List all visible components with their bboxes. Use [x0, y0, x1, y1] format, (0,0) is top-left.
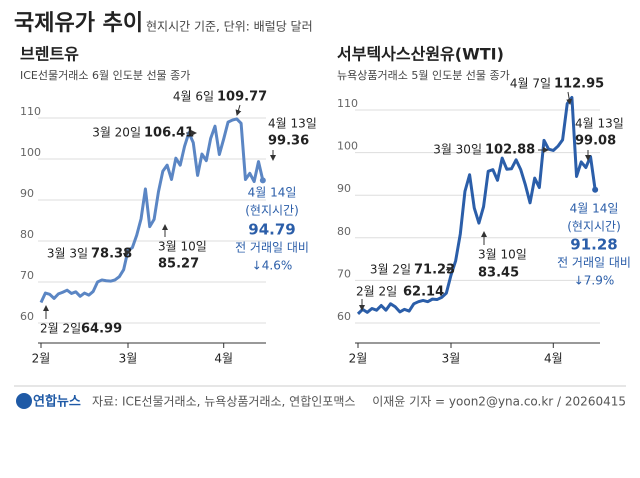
- logo-icon: [16, 393, 32, 409]
- annotation-value: 91.28: [570, 236, 617, 254]
- annotation-value: 106.41: [144, 126, 194, 141]
- y-tick-label: 90: [337, 182, 351, 195]
- annotation-date: 4월 13일: [575, 117, 624, 131]
- x-tick-label: 2월: [349, 352, 368, 366]
- annotation-value: 102.88: [485, 143, 535, 158]
- panel-title: 서부텍사스산원유(WTI): [337, 45, 504, 64]
- annotation-arrow: [122, 250, 131, 256]
- x-tick-label: 4월: [214, 352, 233, 366]
- price-line: [39, 117, 265, 304]
- annotation-date: 3월 10일: [478, 248, 527, 262]
- x-tick-label: 4월: [544, 352, 563, 366]
- panel-title: 브렌트유: [20, 45, 79, 64]
- annotation-value: 83.45: [478, 266, 519, 281]
- annotation-note: (현지시간): [567, 220, 621, 234]
- annotation-date: 2월 2일: [356, 285, 397, 299]
- annotation-date: 3월 2일: [370, 263, 411, 277]
- title: 국제유가 추이: [14, 11, 143, 36]
- annotation-value: 112.95: [554, 77, 604, 92]
- annotation-date: 2월 2일: [40, 322, 81, 336]
- annotation-value: 99.08: [575, 134, 616, 149]
- annotation-change: ↓7.9%: [574, 274, 615, 288]
- y-tick-label: 80: [337, 225, 351, 238]
- annotation-change-label: 전 거래일 대비: [557, 256, 631, 270]
- panel-subtitle: ICE선물거래소 6월 인도분 선물 종가: [20, 69, 190, 82]
- annotation-value: 78.38: [91, 247, 132, 262]
- y-tick-label: 90: [20, 187, 34, 200]
- annotation-change-label: 전 거래일 대비: [235, 241, 309, 255]
- annotation-date: 4월 13일: [268, 117, 317, 131]
- y-tick-label: 100: [337, 140, 358, 153]
- source: 자료: ICE선물거래소, 뉴욕상품거래소, 연합인포맥스: [92, 395, 355, 409]
- annotation-date: 4월 14일: [248, 186, 297, 200]
- price-line: [356, 95, 597, 315]
- annotation-date: 4월 14일: [570, 202, 619, 216]
- annotation-value: 94.79: [248, 221, 295, 239]
- y-tick-label: 80: [20, 228, 34, 241]
- logo: 연합뉴스: [33, 394, 81, 410]
- end-point: [592, 186, 599, 193]
- annotation-arrow: [235, 104, 242, 116]
- y-tick-label: 110: [20, 105, 41, 118]
- annotation-date: 3월 3일: [47, 247, 88, 261]
- annotation-value: 71.23: [414, 263, 455, 278]
- annotation-date: 3월 20일: [92, 126, 141, 140]
- annotation-value: 99.36: [268, 134, 309, 149]
- y-tick-label: 60: [20, 310, 34, 323]
- x-tick-label: 3월: [442, 352, 461, 366]
- x-tick-label: 2월: [32, 352, 51, 366]
- annotation-date: 3월 10일: [158, 240, 207, 254]
- annotation-note: (현지시간): [245, 204, 299, 218]
- annotation-arrow: [445, 266, 453, 273]
- x-tick-label: 3월: [119, 352, 138, 366]
- y-tick-label: 70: [20, 269, 34, 282]
- annotation-date: 4월 6일: [173, 90, 214, 104]
- credit: 이재윤 기자 = yoon2@yna.co.kr / 20260415: [372, 395, 626, 409]
- annotation-date: 3월 30일: [433, 143, 482, 157]
- y-tick-label: 60: [337, 310, 351, 323]
- annotation-date: 4월 7일: [510, 77, 551, 91]
- y-tick-label: 110: [337, 97, 358, 110]
- y-tick-label: 70: [337, 267, 351, 280]
- y-tick-label: 100: [20, 146, 41, 159]
- annotation-arrow: [566, 91, 573, 105]
- annotation-change: ↓4.6%: [252, 259, 293, 273]
- annotation-value: 64.99: [81, 322, 122, 337]
- annotation-value: 62.14: [403, 285, 444, 300]
- end-point: [259, 177, 266, 184]
- panel-subtitle: 뉴욕상품거래소 5월 인도분 선물 종가: [337, 69, 510, 82]
- annotation-value: 85.27: [158, 257, 199, 272]
- subtitle: 현지시간 기준, 단위: 배럴당 달러: [146, 20, 313, 34]
- annotation-value: 109.77: [217, 90, 267, 105]
